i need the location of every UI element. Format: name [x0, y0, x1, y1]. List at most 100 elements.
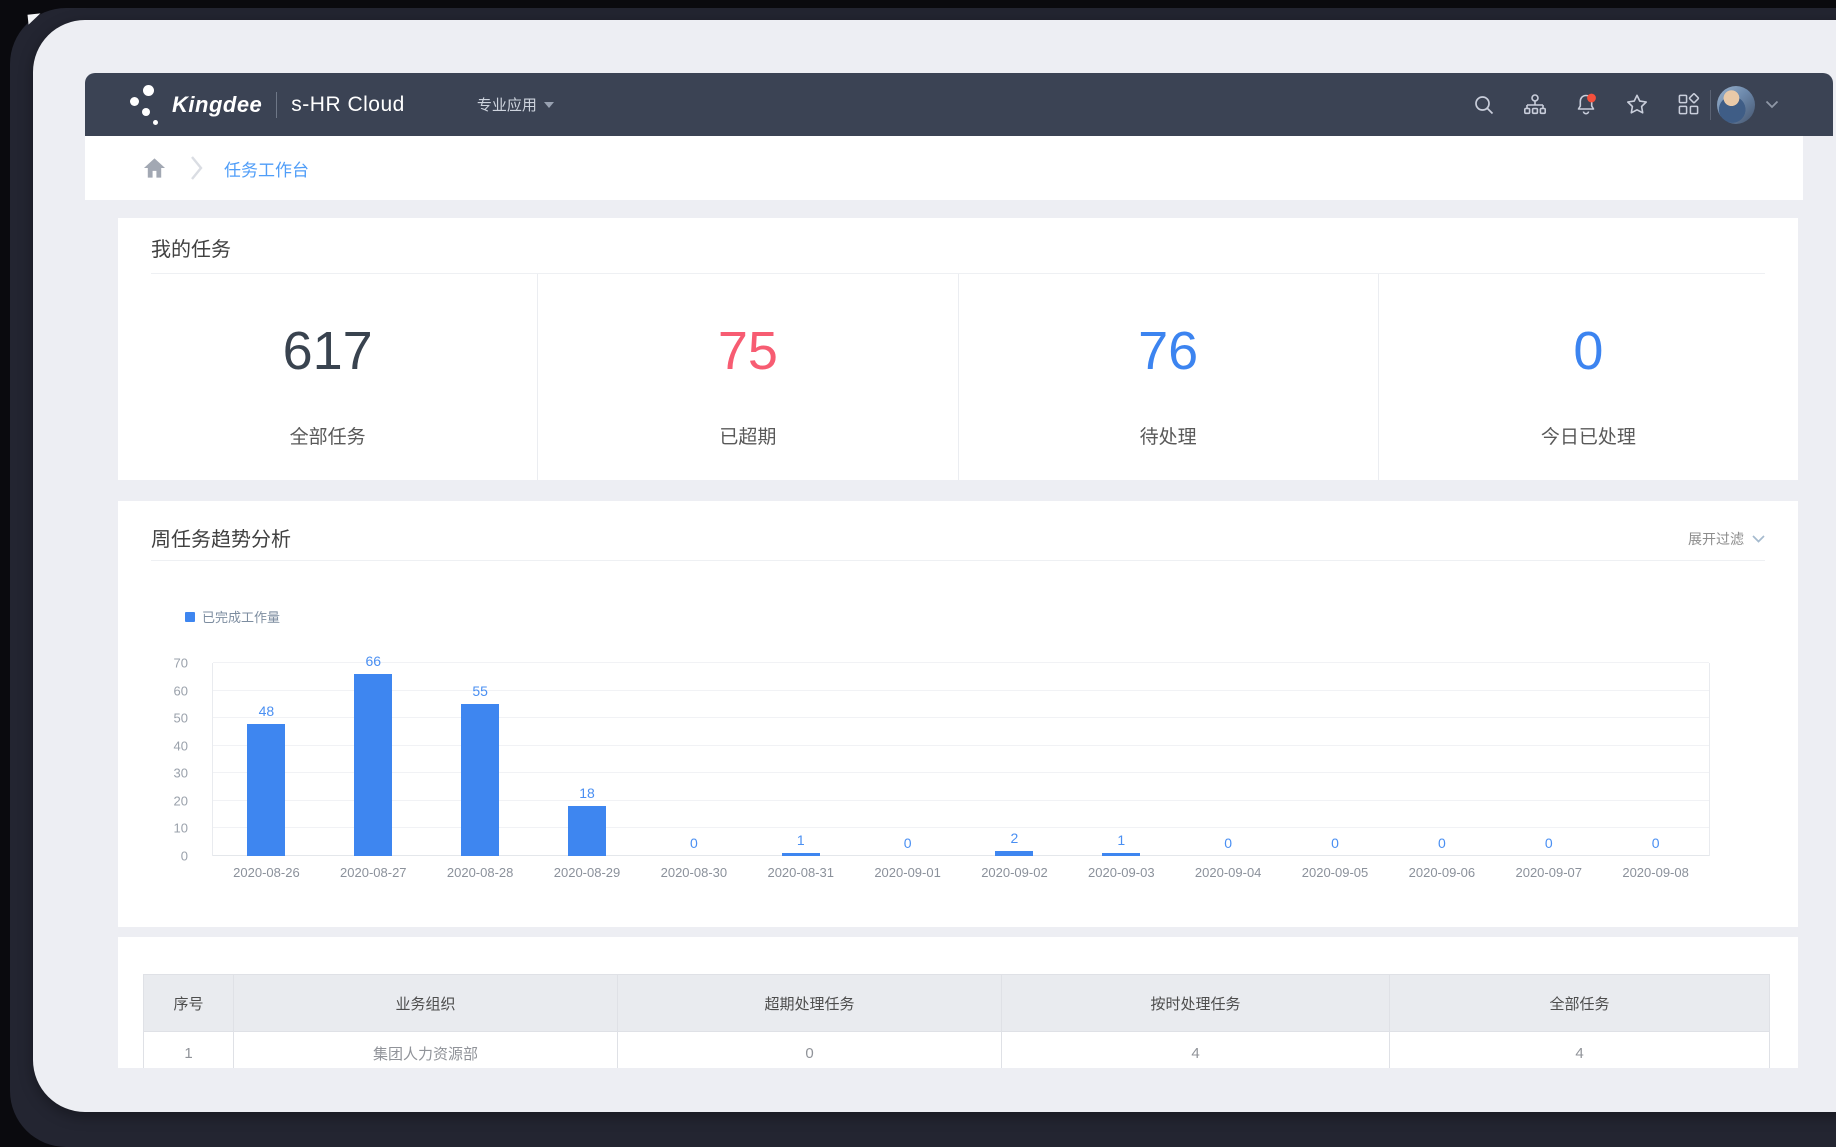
y-tick-label: 0	[180, 848, 188, 864]
cell-business-org: 集团人力资源部	[233, 1031, 618, 1068]
bar-value-label: 0	[689, 835, 698, 851]
stat-value: 617	[282, 321, 373, 381]
apps-grid-icon[interactable]	[1676, 93, 1700, 117]
bar-value-label: 0	[1651, 835, 1660, 851]
x-axis-label: 2020-09-01	[874, 865, 941, 880]
weekly-trend-card: 周任务趋势分析 展开过滤 已完成工作量 0 10 20 30 40 50 60 70 48 20…	[118, 501, 1798, 927]
breadcrumb-current-page[interactable]: 任务工作台	[224, 160, 309, 180]
bar-value-label: 66	[365, 653, 382, 670]
bar-value-label: 0	[1437, 835, 1446, 851]
x-axis-label: 2020-08-28	[446, 865, 514, 880]
breadcrumb: 任务工作台	[85, 136, 1803, 200]
gridline	[213, 662, 1709, 663]
breadcrumb-chevron-icon	[190, 155, 204, 181]
y-tick-label: 40	[173, 738, 188, 754]
table-row[interactable]: 1 集团人力资源部 0 4 4	[143, 1031, 1770, 1068]
section-divider	[151, 273, 1765, 274]
product-name: s-HR Cloud	[291, 92, 405, 116]
bar-slot: 0 2020-08-30	[640, 663, 747, 880]
header-index: 序号	[143, 974, 234, 1032]
cell-all-tasks: 4	[1389, 1031, 1770, 1068]
bar[interactable]	[461, 704, 500, 856]
chart-plot: 48 2020-08-26 66 2020-08-27 55 2020-08-28 18 20…	[212, 653, 1710, 881]
bar-slot: 18 2020-08-29	[534, 663, 641, 880]
cell-ontime-tasks: 4	[1001, 1031, 1390, 1068]
bar-slot: 2 2020-09-02	[961, 663, 1068, 881]
favorites-star-icon[interactable]	[1625, 93, 1649, 117]
stat-label: 已超期	[719, 427, 777, 448]
notifications-bell-icon[interactable]	[1574, 93, 1598, 117]
bar[interactable]	[781, 853, 820, 856]
cell-index: 1	[143, 1031, 234, 1068]
y-tick-label: 70	[173, 655, 188, 671]
my-tasks-card: 我的任务 617 全部任务 75 已超期 76 待处理 0 今日已处理	[118, 218, 1798, 480]
chart-legend[interactable]: 已完成工作量	[185, 607, 280, 626]
brand-logo-text: Kingdee	[172, 91, 263, 117]
bar-value-label: 18	[579, 785, 595, 802]
x-axis-label: 2020-08-27	[340, 865, 407, 880]
chart-yticks: 0 10 20 30 40 50 60 70	[138, 656, 200, 864]
table-header-row: 序号 业务组织 超期处理任务 按时处理任务 全部任务	[143, 974, 1770, 1032]
stat-value: 0	[1573, 321, 1604, 381]
bar-value-label: 0	[1331, 835, 1339, 851]
y-tick-label: 60	[173, 683, 188, 699]
y-tick-label: 10	[173, 820, 188, 836]
bar-slot: 0 2020-09-04	[1175, 663, 1282, 880]
chevron-down-icon	[1752, 535, 1765, 543]
stat-label: 全部任务	[289, 427, 366, 448]
stat-label: 待处理	[1139, 427, 1197, 448]
y-tick-label: 30	[173, 765, 188, 781]
y-tick-label: 20	[173, 793, 188, 809]
gridline	[213, 744, 1709, 746]
stat-overdue[interactable]: 75 已超期	[538, 274, 959, 480]
section-divider	[151, 560, 1765, 561]
search-icon[interactable]	[1472, 93, 1496, 117]
stat-processed-today[interactable]: 0 今日已处理	[1379, 274, 1798, 480]
x-axis-label: 2020-09-02	[981, 865, 1048, 880]
header-ontime-tasks: 按时处理任务	[1001, 974, 1390, 1032]
cell-overdue-tasks: 0	[617, 1031, 1002, 1068]
menu-professional-apps[interactable]: 专业应用	[477, 94, 554, 115]
bar-slot: 0 2020-09-01	[854, 663, 961, 880]
stat-label: 今日已处理	[1540, 427, 1636, 448]
user-menu-chevron-icon[interactable]	[1765, 100, 1779, 109]
bar-value-label: 1	[796, 832, 805, 849]
bar-slot: 0 2020-09-08	[1602, 663, 1709, 880]
app-window: Kingdee s-HR Cloud 专业应用	[33, 20, 1836, 1112]
bar-slot: 55 2020-08-28	[427, 663, 534, 880]
org-chart-icon[interactable]	[1523, 93, 1547, 117]
x-axis-label: 2020-08-31	[767, 865, 834, 880]
bar-value-label: 0	[1224, 835, 1233, 851]
my-tasks-title: 我的任务	[151, 239, 231, 261]
bar[interactable]	[1102, 853, 1141, 856]
bar[interactable]	[568, 806, 606, 856]
bar[interactable]	[247, 723, 286, 856]
y-tick-label: 50	[173, 710, 188, 726]
chart-gridlines	[213, 662, 1709, 856]
x-axis-label: 2020-09-04	[1194, 865, 1262, 880]
top-navbar: Kingdee s-HR Cloud 专业应用	[85, 73, 1833, 136]
header-all-tasks: 全部任务	[1389, 974, 1770, 1032]
bar-slot: 1 2020-09-03	[1068, 663, 1175, 880]
x-axis-label: 2020-08-30	[660, 865, 728, 880]
x-axis-label: 2020-09-06	[1408, 865, 1476, 880]
stat-all-tasks[interactable]: 617 全部任务	[118, 274, 539, 480]
weekly-trend-title: 周任务趋势分析	[151, 529, 291, 551]
bar-value-label: 1	[1117, 832, 1126, 849]
bar-slot: 1 2020-08-31	[747, 663, 854, 880]
expand-filter-toggle[interactable]: 展开过滤	[1688, 529, 1765, 549]
bar-value-label: 48	[258, 702, 275, 719]
home-icon[interactable]	[143, 157, 166, 179]
chevron-down-icon	[543, 101, 554, 108]
gridline	[213, 717, 1709, 719]
kingdee-logo-icon	[130, 83, 164, 127]
gridline	[213, 772, 1709, 774]
bar[interactable]	[995, 850, 1034, 856]
gridline	[213, 827, 1709, 829]
header-overdue-tasks: 超期处理任务	[617, 974, 1002, 1032]
bar[interactable]	[354, 674, 393, 856]
gridline	[213, 689, 1709, 691]
user-avatar[interactable]	[1717, 85, 1755, 124]
bar-slot: 66 2020-08-27	[320, 653, 427, 880]
stat-pending[interactable]: 76 待处理	[959, 274, 1379, 480]
